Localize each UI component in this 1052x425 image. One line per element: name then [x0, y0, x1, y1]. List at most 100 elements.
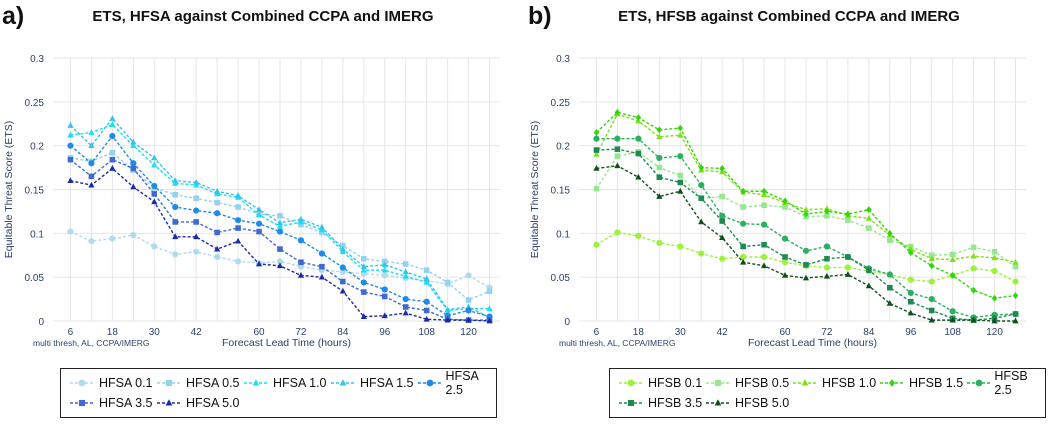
chart-title: ETS, HFSA against Combined CCPA and IMER…	[92, 8, 434, 25]
legend-entry: HFSB 1.0	[792, 374, 876, 392]
data-point	[970, 316, 977, 323]
y-tick-label: 0.3	[556, 54, 570, 65]
data-point	[319, 263, 325, 270]
data-point	[339, 264, 346, 271]
data-point	[88, 142, 95, 148]
legend-label: HFSB 2.5	[994, 369, 1028, 397]
data-point	[677, 124, 684, 132]
data-point	[866, 225, 872, 231]
data-point	[1012, 263, 1019, 270]
data-point	[677, 187, 684, 194]
data-point	[88, 173, 95, 180]
data-point	[318, 223, 325, 230]
series-line	[70, 134, 490, 318]
data-point	[172, 177, 179, 184]
data-point	[214, 187, 221, 194]
legend-swatch	[157, 379, 181, 387]
data-point	[1012, 317, 1019, 324]
data-point	[803, 262, 809, 268]
data-point	[949, 272, 956, 279]
data-point	[256, 228, 262, 235]
data-point	[866, 267, 872, 273]
x-tick-label: 30	[675, 327, 687, 338]
data-point	[782, 197, 788, 205]
data-point	[255, 260, 263, 267]
data-point	[593, 135, 600, 142]
data-point	[234, 258, 242, 265]
series-line	[70, 158, 490, 321]
data-point	[339, 245, 346, 252]
data-point	[865, 282, 872, 289]
data-point	[193, 233, 200, 240]
data-point	[866, 206, 872, 214]
data-point	[614, 162, 621, 169]
data-point	[444, 279, 451, 286]
x-axis-label: Forecast Lead Time (hours)	[222, 337, 351, 349]
legend-label: HFSA 2.5	[445, 369, 479, 397]
legend-marker	[252, 379, 260, 386]
x-tick-label: 72	[295, 327, 307, 338]
data-point	[781, 235, 789, 242]
legend-swatch	[157, 399, 181, 406]
data-point	[928, 278, 935, 285]
legend-swatch	[244, 379, 268, 386]
data-point	[361, 255, 367, 262]
x-tick-label: 120	[986, 327, 1003, 338]
data-point	[172, 219, 179, 225]
data-point	[381, 266, 388, 273]
data-point	[970, 244, 977, 251]
data-point	[761, 241, 767, 248]
panel-label: a)	[2, 2, 25, 30]
data-point	[677, 243, 684, 250]
data-point	[151, 154, 158, 161]
y-tick-label: 0.15	[25, 186, 45, 197]
data-point	[297, 237, 305, 244]
data-point	[67, 142, 74, 149]
y-axis-label: Equitable Threat Score (ETS)	[529, 121, 541, 259]
legend-entry: HFSB 1.5	[879, 374, 963, 392]
y-tick-label: 0.3	[30, 54, 44, 65]
panel-b: b) ETS, HFSB against Combined CCPA and I…	[526, 0, 1052, 425]
legend-label: HFSA 5.0	[186, 396, 240, 410]
data-point	[360, 266, 367, 273]
data-point	[67, 156, 74, 163]
data-point	[402, 268, 409, 275]
data-point	[298, 259, 304, 266]
y-tick-label: 0.05	[25, 273, 45, 284]
x-tick-label: 72	[821, 327, 833, 338]
data-point	[802, 206, 810, 212]
data-point	[593, 147, 600, 153]
data-point	[67, 177, 74, 184]
data-point	[907, 245, 914, 252]
x-tick-label: 18	[107, 327, 119, 338]
data-point	[698, 182, 705, 189]
data-point	[486, 288, 493, 294]
data-point	[151, 182, 158, 190]
data-point	[109, 235, 116, 242]
data-point	[172, 191, 179, 198]
data-point	[465, 297, 472, 303]
legend-swatch	[70, 379, 94, 387]
data-point	[276, 219, 284, 226]
legend-entry: HFSA 5.0	[156, 394, 240, 412]
data-point	[760, 221, 768, 228]
data-point	[782, 254, 788, 260]
y-tick-label: 0.05	[551, 273, 571, 284]
data-point	[130, 138, 137, 145]
data-point	[907, 276, 914, 283]
x-tick-label: 42	[717, 327, 729, 338]
x-tick-label: 96	[905, 327, 917, 338]
legend-marker	[888, 379, 896, 387]
data-point	[423, 279, 430, 285]
data-point	[276, 228, 284, 235]
legend-entry: HFSA 1.5	[330, 374, 414, 392]
data-point	[656, 126, 663, 134]
data-point	[214, 245, 221, 252]
data-point	[88, 129, 95, 135]
y-axis-label: Equitable Threat Score (ETS)	[3, 121, 15, 259]
legend-swatch	[331, 379, 355, 386]
data-point	[214, 199, 220, 206]
data-point	[423, 315, 430, 322]
data-point	[782, 204, 788, 210]
data-point	[193, 207, 200, 214]
